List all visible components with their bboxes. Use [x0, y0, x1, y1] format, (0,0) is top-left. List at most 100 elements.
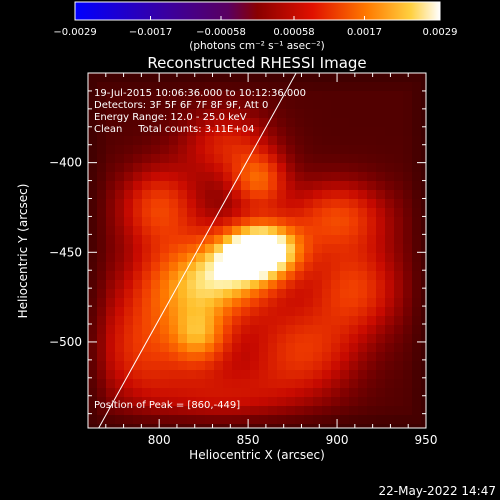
heatmap-cell	[367, 217, 377, 227]
heatmap-cell	[304, 361, 314, 371]
heatmap-cell	[187, 109, 197, 119]
heatmap-cell	[268, 397, 278, 407]
heatmap-cell	[259, 154, 269, 164]
heatmap-cell	[412, 298, 422, 308]
heatmap-cell	[115, 289, 125, 299]
heatmap-cell	[178, 397, 188, 407]
heatmap-cell	[322, 298, 332, 308]
heatmap-cell	[349, 406, 359, 416]
heatmap-cell	[304, 352, 314, 362]
heatmap-cell	[106, 217, 116, 227]
heatmap-cell	[241, 172, 251, 182]
heatmap-cell	[133, 370, 143, 380]
heatmap-cell	[385, 298, 395, 308]
heatmap-cell	[286, 370, 296, 380]
heatmap-cell	[268, 262, 278, 272]
heatmap-cell	[277, 298, 287, 308]
heatmap-cell	[88, 325, 98, 335]
heatmap-cell	[313, 217, 323, 227]
heatmap-cell	[403, 343, 413, 353]
heatmap-cell	[214, 298, 224, 308]
heatmap-cell	[106, 298, 116, 308]
heatmap-cell	[205, 316, 215, 326]
heatmap-cell	[322, 424, 332, 428]
heatmap-cell	[286, 271, 296, 281]
heatmap-cell	[178, 262, 188, 272]
heatmap-cell	[142, 244, 152, 254]
heatmap-cell	[421, 253, 426, 263]
heatmap-cell	[277, 316, 287, 326]
heatmap-cell	[295, 316, 305, 326]
heatmap-cell	[133, 199, 143, 209]
heatmap-cell	[376, 370, 386, 380]
heatmap-cell	[106, 163, 116, 173]
heatmap-cell	[97, 226, 107, 236]
heatmap-cell	[142, 379, 152, 389]
heatmap-cell	[160, 379, 170, 389]
heatmap-cell	[250, 82, 260, 92]
heatmap-cell	[250, 199, 260, 209]
heatmap-cell	[286, 181, 296, 191]
heatmap-cell	[124, 415, 134, 425]
heatmap-cell	[259, 163, 269, 173]
heatmap-cell	[232, 406, 242, 416]
heatmap-cell	[97, 397, 107, 407]
heatmap-cell	[214, 199, 224, 209]
heatmap-cell	[160, 343, 170, 353]
heatmap-cell	[313, 100, 323, 110]
heatmap-cell	[412, 73, 422, 83]
heatmap-cell	[205, 181, 215, 191]
heatmap-cell	[223, 190, 233, 200]
heatmap-cell	[313, 145, 323, 155]
heatmap-cell	[412, 280, 422, 290]
heatmap-cell	[178, 235, 188, 245]
heatmap-cell	[196, 217, 206, 227]
heatmap-cell	[376, 226, 386, 236]
heatmap-cell	[97, 361, 107, 371]
heatmap-cell	[349, 316, 359, 326]
heatmap-cell	[124, 253, 134, 263]
heatmap-cell	[88, 199, 98, 209]
heatmap-cell	[313, 424, 323, 428]
heatmap-cell	[106, 118, 116, 128]
heatmap-cell	[340, 379, 350, 389]
heatmap-cell	[232, 127, 242, 137]
heatmap-cell	[277, 154, 287, 164]
heatmap-cell	[376, 397, 386, 407]
heatmap-cell	[340, 244, 350, 254]
heatmap-cell	[250, 406, 260, 416]
heatmap-cell	[151, 100, 161, 110]
heatmap-cell	[250, 325, 260, 335]
heatmap-cell	[178, 415, 188, 425]
heatmap-cell	[421, 289, 426, 299]
x-tick-label: 900	[326, 433, 349, 447]
heatmap-cell	[421, 163, 426, 173]
heatmap-cell	[331, 316, 341, 326]
heatmap-cell	[286, 136, 296, 146]
heatmap-cell	[412, 208, 422, 218]
heatmap-cell	[178, 118, 188, 128]
heatmap-cell	[295, 397, 305, 407]
heatmap-cell	[304, 73, 314, 83]
heatmap-cell	[88, 370, 98, 380]
heatmap-cell	[304, 307, 314, 317]
heatmap-cell	[322, 226, 332, 236]
heatmap-cell	[151, 190, 161, 200]
heatmap-cell	[349, 244, 359, 254]
heatmap-cell	[106, 181, 116, 191]
heatmap-cell	[412, 172, 422, 182]
heatmap-cell	[340, 307, 350, 317]
heatmap-cell	[376, 145, 386, 155]
heatmap-cell	[232, 226, 242, 236]
heatmap-cell	[196, 118, 206, 128]
heatmap-cell	[349, 298, 359, 308]
heatmap-cell	[250, 118, 260, 128]
heatmap-cell	[250, 127, 260, 137]
heatmap-cell	[304, 415, 314, 425]
heatmap-cell	[187, 343, 197, 353]
heatmap-cell	[376, 235, 386, 245]
heatmap-cell	[295, 109, 305, 119]
heatmap-cell	[124, 145, 134, 155]
heatmap-cell	[205, 226, 215, 236]
heatmap-cell	[340, 73, 350, 83]
